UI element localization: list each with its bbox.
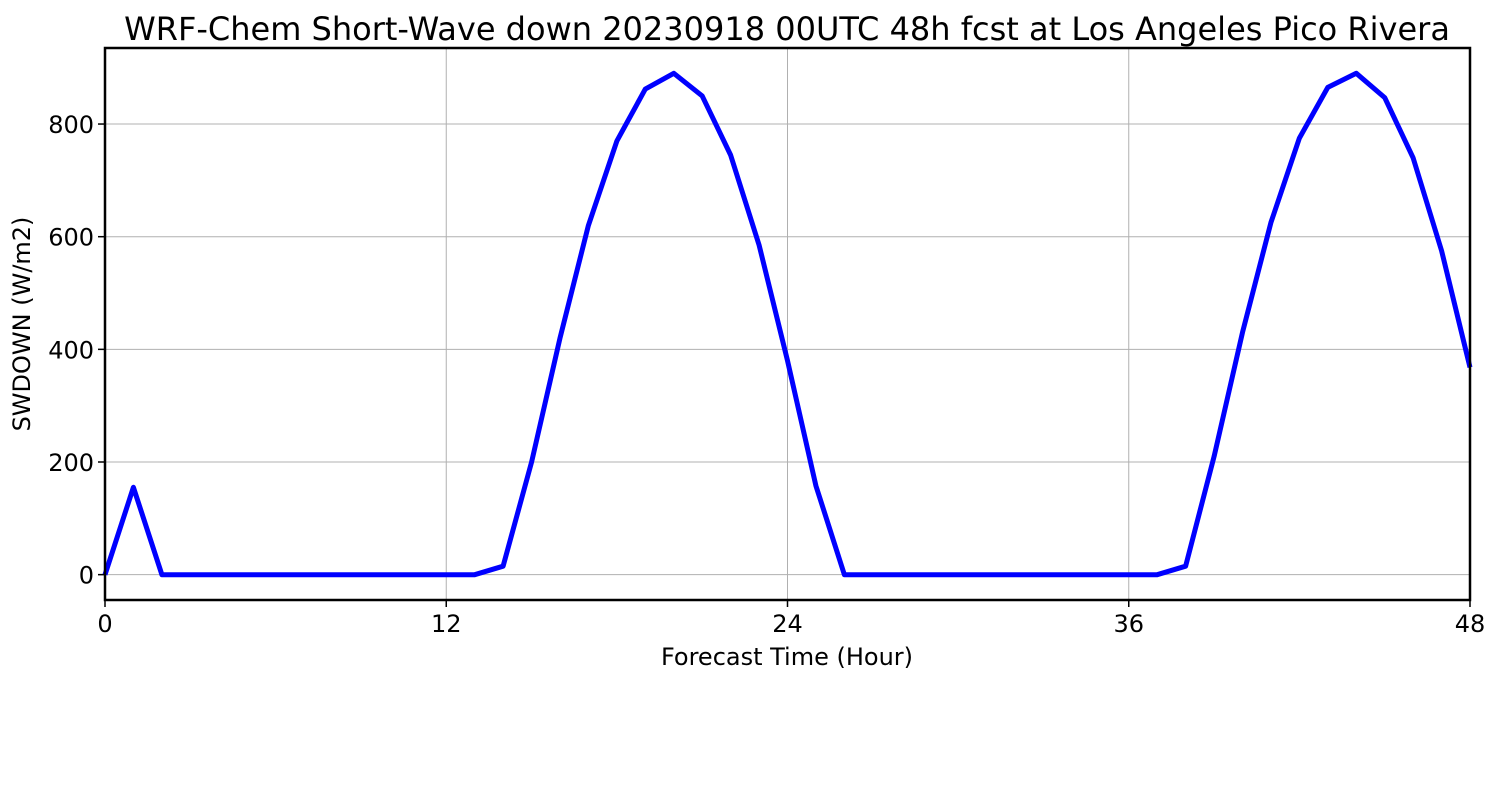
y-tick-label: 600 [48,224,94,252]
y-axis-label: SWDOWN (W/m2) [8,217,36,432]
chart-title: WRF-Chem Short-Wave down 20230918 00UTC … [124,10,1450,48]
y-tick-label: 200 [48,449,94,477]
y-tick-label: 800 [48,111,94,139]
series-line [102,70,1473,578]
series [102,70,1473,578]
y-tick-label: 400 [48,336,94,364]
grid [104,48,1471,600]
x-tick-label: 48 [1455,610,1486,638]
x-tick-label: 12 [431,610,462,638]
x-tick-label: 36 [1113,610,1144,638]
x-tick-label: 0 [97,610,112,638]
ticks: 0 12 24 36 48 0 200 400 600 800 [48,111,1485,638]
x-axis-label: Forecast Time (Hour) [661,643,913,671]
y-tick-label: 0 [79,562,94,590]
x-tick-label: 24 [772,610,803,638]
